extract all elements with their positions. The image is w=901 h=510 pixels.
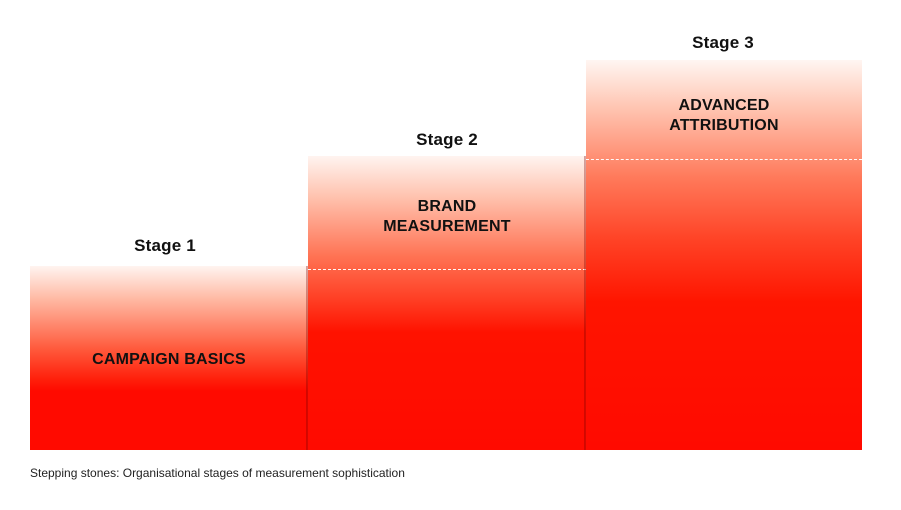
stage-2-label: Stage 2 bbox=[416, 130, 478, 149]
stage-2-level-divider bbox=[586, 159, 862, 160]
stage-3-label: Stage 3 bbox=[692, 33, 754, 52]
stage-1-level-divider bbox=[308, 269, 586, 270]
figure-caption: Stepping stones: Organisational stages o… bbox=[30, 466, 405, 480]
stage-2-title: BRAND MEASUREMENT bbox=[383, 198, 511, 235]
stage-1-title: CAMPAIGN BASICS bbox=[92, 351, 246, 368]
stage-3-step: ADVANCED ATTRIBUTION bbox=[586, 60, 862, 450]
stage-3-title: ADVANCED ATTRIBUTION bbox=[669, 97, 779, 134]
stage-1-label: Stage 1 bbox=[134, 236, 196, 255]
stage-2-step: BRAND MEASUREMENT bbox=[308, 156, 586, 450]
stage-1-step: CAMPAIGN BASICS bbox=[30, 266, 308, 450]
